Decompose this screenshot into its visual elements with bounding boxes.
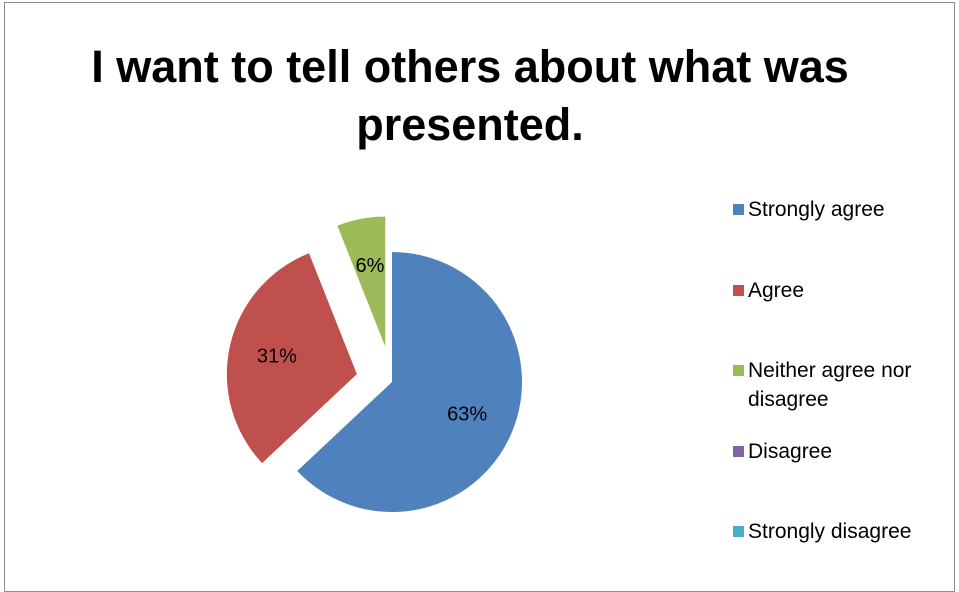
pie-slice-neither-agree-nor-disagree [337,216,386,347]
legend-label: Neither agree nor disagree [748,359,912,411]
legend-swatch [733,204,744,215]
legend-item-strongly-agree: Strongly agree [733,195,948,224]
legend-label: Strongly agree [748,198,885,221]
legend-item-neither: Neither agree nor disagree [733,356,948,414]
pie-chart: 63% 31% 6% [226,216,522,512]
pie-slice-agree [226,253,357,464]
legend-swatch [733,526,744,537]
chart-title: I want to tell others about what was pre… [91,41,849,150]
data-label-neither-agree-nor-disagree: 6% [355,255,384,277]
legend-swatch [733,285,744,296]
legend-label: Agree [748,279,805,302]
pie-slice-strongly-agree [297,252,522,512]
data-label-strongly-agree: 63% [447,404,487,426]
legend-item-agree: Agree [733,276,948,305]
data-label-agree: 31% [257,345,297,367]
legend-label: Disagree [748,440,833,463]
legend-swatch [733,365,744,376]
legend-item-disagree: Disagree [733,437,948,466]
legend-label: Strongly disagree [748,520,912,543]
legend-item-strongly-disagree: Strongly disagree [733,517,948,546]
legend-swatch [733,446,744,457]
